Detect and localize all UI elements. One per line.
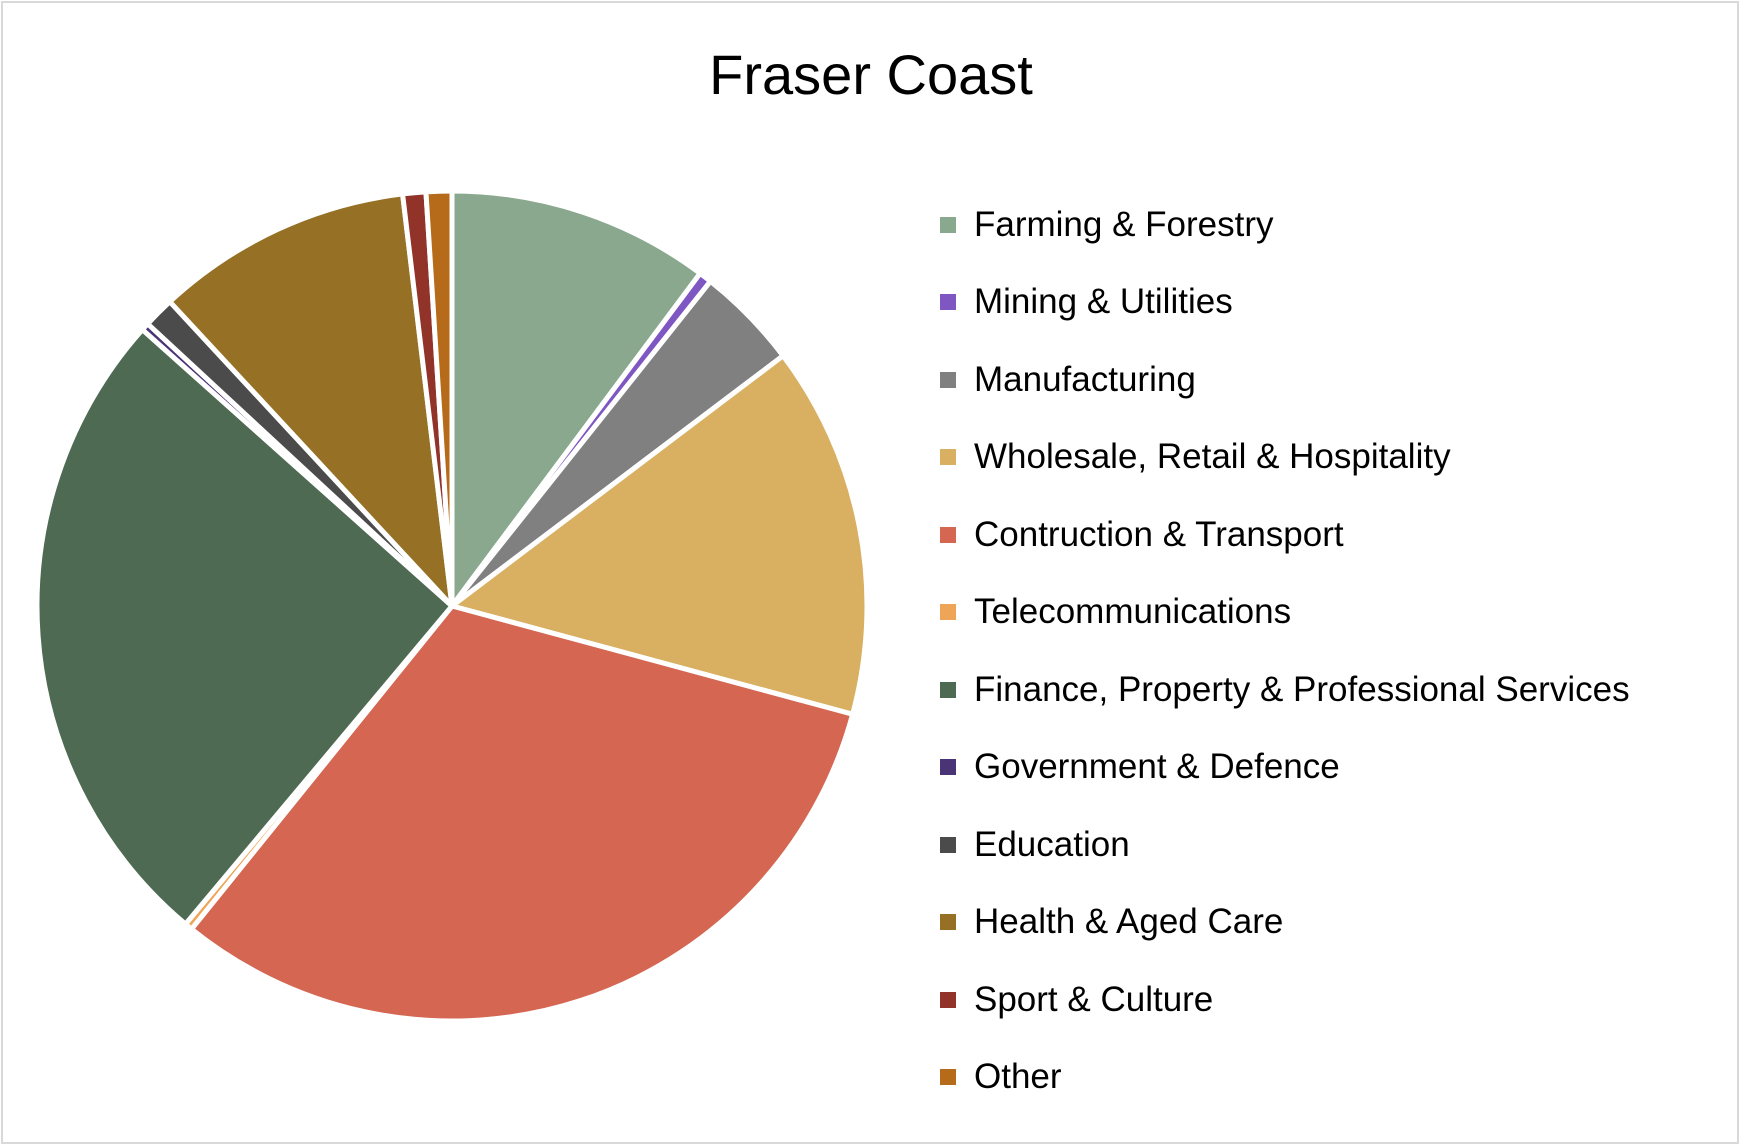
legend-swatch xyxy=(940,526,956,543)
legend-item-4: Contruction & Transport xyxy=(940,496,1730,574)
legend-swatch xyxy=(940,836,956,853)
legend-label: Contruction & Transport xyxy=(974,514,1344,554)
pie-slice-11 xyxy=(423,188,455,609)
legend-swatch xyxy=(940,294,956,311)
pie-slice-3 xyxy=(449,353,870,717)
legend-label: Health & Aged Care xyxy=(974,902,1284,942)
pie-slice-4 xyxy=(189,603,856,1024)
legend-item-2: Manufacturing xyxy=(940,341,1730,419)
legend-swatch xyxy=(940,991,956,1008)
legend-label: Wholesale, Retail & Hospitality xyxy=(974,437,1451,477)
legend-item-3: Wholesale, Retail & Hospitality xyxy=(940,419,1730,497)
legend-item-11: Other xyxy=(940,1039,1730,1117)
legend-item-1: Mining & Utilities xyxy=(940,264,1730,342)
pie-slice-6 xyxy=(34,327,455,927)
legend-item-7: Government & Defence xyxy=(940,729,1730,807)
legend-swatch xyxy=(940,604,956,621)
legend-item-0: Farming & Forestry xyxy=(940,186,1730,264)
legend-swatch xyxy=(940,216,956,233)
legend-label: Mining & Utilities xyxy=(974,282,1233,322)
legend-label: Government & Defence xyxy=(974,747,1340,787)
legend-label: Telecommunications xyxy=(974,592,1292,632)
legend-item-9: Health & Aged Care xyxy=(940,884,1730,962)
legend-label: Sport & Culture xyxy=(974,979,1214,1019)
legend-swatch xyxy=(940,1069,956,1086)
legend-swatch xyxy=(940,759,956,776)
pie-slice-0 xyxy=(449,188,703,609)
legend-swatch xyxy=(940,914,956,931)
legend-item-10: Sport & Culture xyxy=(940,961,1730,1039)
chart-title: Fraser Coast xyxy=(709,43,1033,106)
legend: Farming & Forestry Mining & Utilities Manu… xyxy=(940,186,1730,1116)
legend-label: Farming & Forestry xyxy=(974,204,1274,244)
legend-label: Finance, Property & Professional Service… xyxy=(974,669,1630,709)
legend-label: Education xyxy=(974,824,1130,864)
legend-label: Manufacturing xyxy=(974,359,1196,399)
legend-swatch xyxy=(940,681,956,698)
legend-item-5: Telecommunications xyxy=(940,574,1730,652)
legend-label: Other xyxy=(974,1057,1062,1097)
legend-item-6: Finance, Property & Professional Service… xyxy=(940,651,1730,729)
legend-swatch xyxy=(940,449,956,466)
legend-swatch xyxy=(940,371,956,388)
legend-item-8: Education xyxy=(940,806,1730,884)
pie-slice-9 xyxy=(167,191,455,609)
pie-slices xyxy=(34,188,870,1024)
